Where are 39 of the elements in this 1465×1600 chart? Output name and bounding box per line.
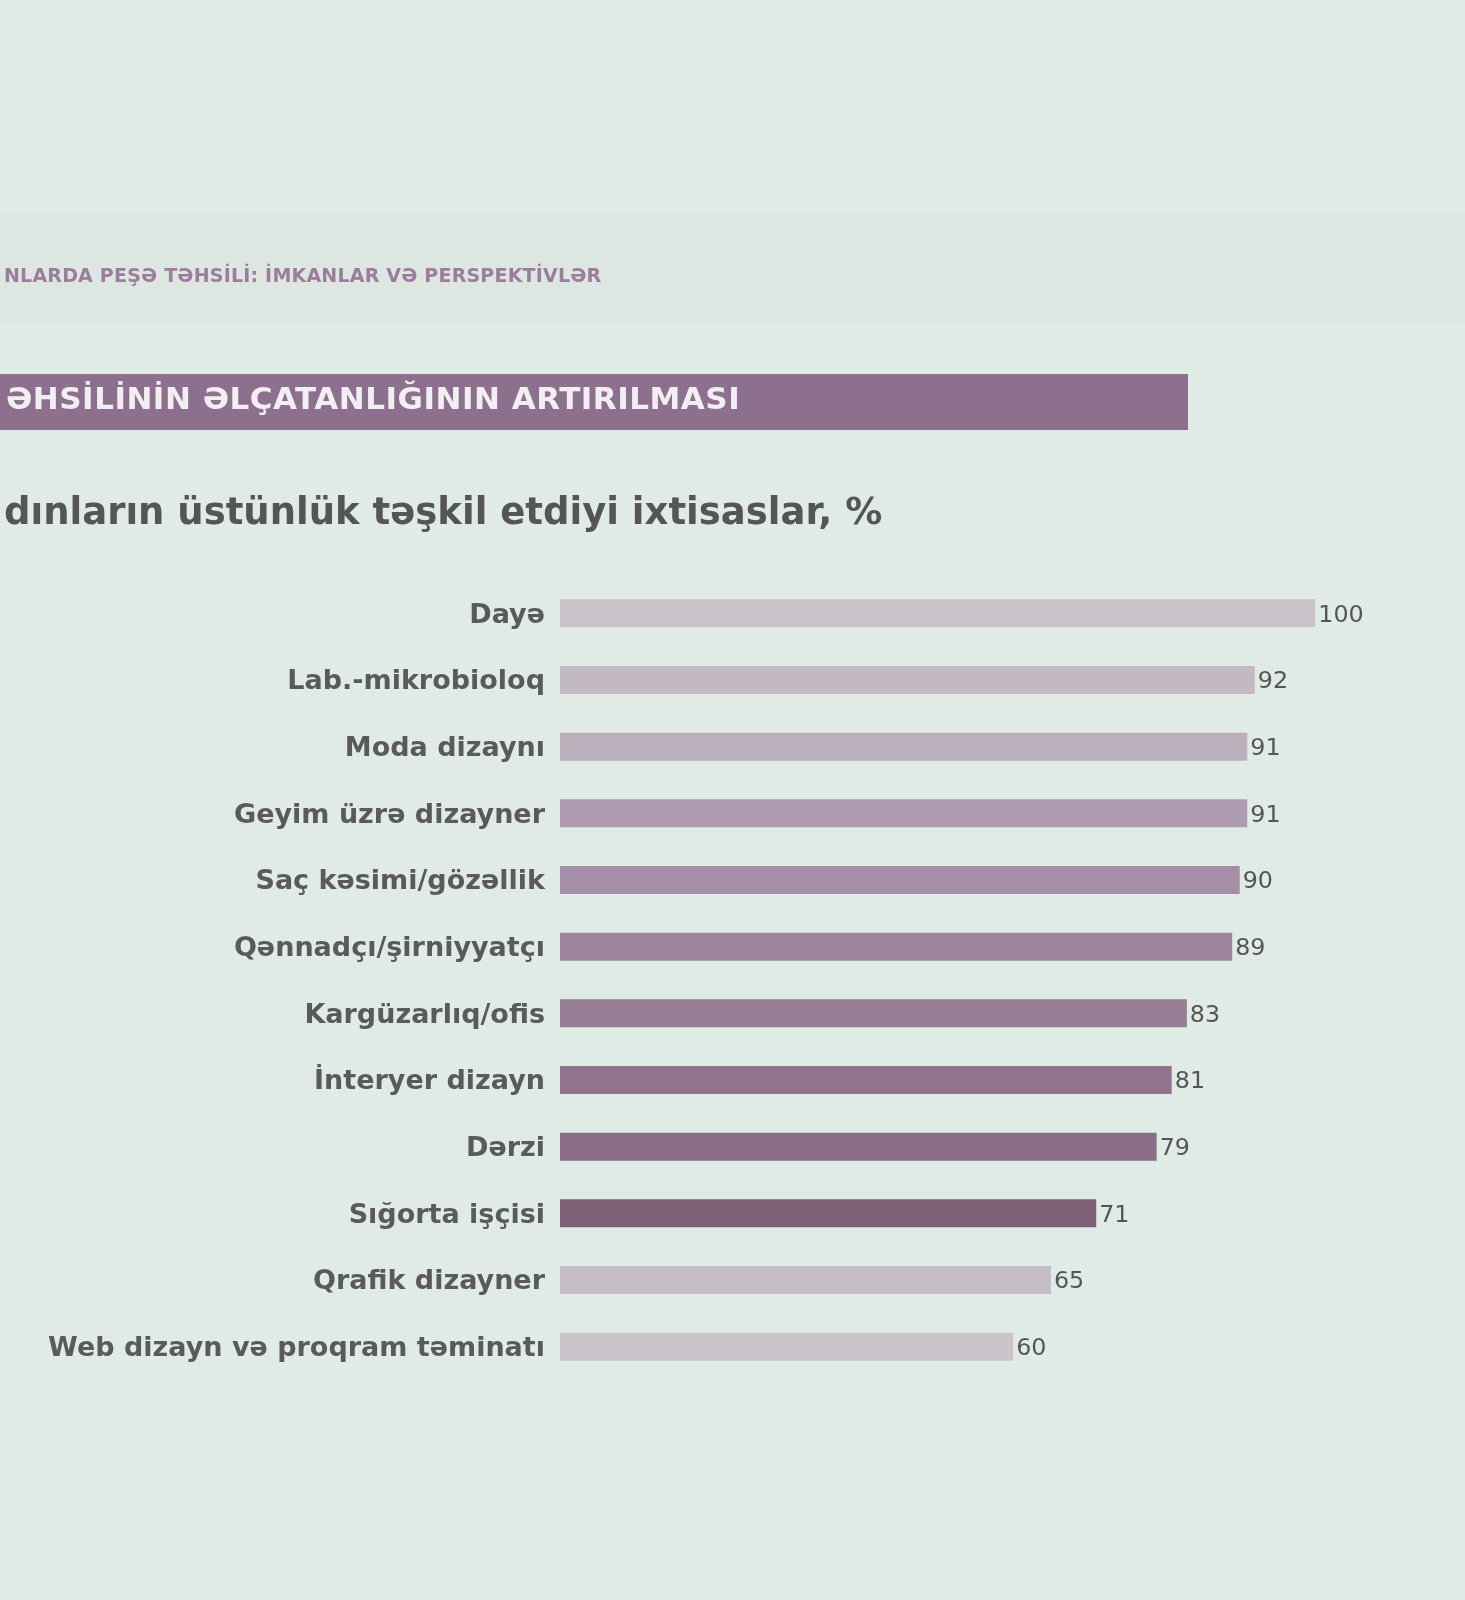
bar bbox=[560, 799, 1248, 828]
y-tick-label: Web dizayn və proqram təminatı bbox=[48, 1331, 545, 1363]
bar bbox=[560, 866, 1240, 894]
y-tick-label: Kargüzarlıq/ofis bbox=[304, 997, 545, 1029]
bar bbox=[560, 1332, 1014, 1361]
bar bbox=[560, 732, 1248, 761]
bar bbox=[560, 1066, 1172, 1094]
data-label: 100 bbox=[1318, 599, 1364, 628]
bar bbox=[560, 599, 1316, 628]
data-label: 65 bbox=[1053, 1266, 1085, 1295]
bar bbox=[560, 1199, 1097, 1228]
text: ƏHSİLİNİN ƏLÇATANLIĞININ ARTIRILMASI bbox=[6, 380, 741, 416]
data-label: 71 bbox=[1099, 1199, 1130, 1228]
data-label: 89 bbox=[1235, 933, 1266, 962]
data-label: 81 bbox=[1174, 1066, 1206, 1095]
bar bbox=[560, 1132, 1157, 1161]
y-tick-label: Moda dizaynı bbox=[344, 731, 545, 763]
y-tick-label: İnteryer dizayn bbox=[314, 1064, 545, 1096]
bar bbox=[560, 932, 1233, 961]
bar bbox=[560, 999, 1187, 1028]
y-tick-label: Dərzi bbox=[465, 1131, 545, 1163]
y-tick-label: Qənnadçı/şirniyyatçı bbox=[233, 931, 545, 963]
data-label: 90 bbox=[1242, 866, 1273, 895]
text: NLARDA PEŞƏ TƏHSİLİ: İMKANLAR VƏ PERSPEKTİVLƏR bbox=[4, 264, 602, 286]
bar bbox=[560, 666, 1255, 694]
y-tick-label: Sığorta işçisi bbox=[348, 1197, 545, 1229]
y-tick-label: Dayə bbox=[469, 597, 545, 629]
data-label: 79 bbox=[1159, 1133, 1190, 1162]
data-label: 92 bbox=[1257, 666, 1289, 695]
bar bbox=[560, 1266, 1051, 1294]
y-tick-label: Lab.-mikrobioloq bbox=[287, 664, 545, 696]
y-tick-label: Qrafik dizayner bbox=[313, 1264, 546, 1296]
data-label: 91 bbox=[1250, 799, 1281, 828]
data-label: 91 bbox=[1250, 733, 1281, 762]
chart-title: dınların üstünlük təşkil etdiyi ixtisaslar, % bbox=[4, 490, 883, 533]
y-tick-label: Saç kəsimi/gözəllik bbox=[255, 864, 547, 896]
data-label: 83 bbox=[1189, 999, 1221, 1028]
y-tick-label: Geyim üzrə dizayner bbox=[234, 797, 546, 829]
data-label: 60 bbox=[1016, 1333, 1047, 1362]
